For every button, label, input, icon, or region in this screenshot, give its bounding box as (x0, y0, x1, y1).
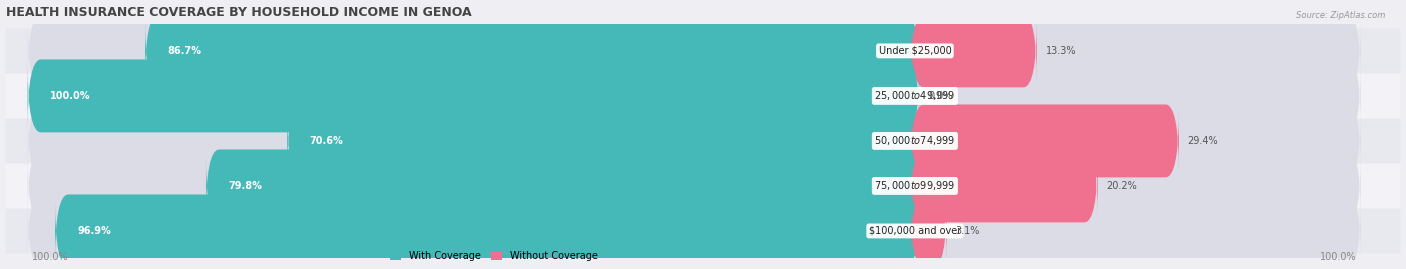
Text: 100.0%: 100.0% (32, 252, 69, 262)
FancyBboxPatch shape (911, 194, 946, 267)
FancyBboxPatch shape (28, 59, 920, 132)
FancyBboxPatch shape (55, 194, 920, 267)
FancyBboxPatch shape (145, 15, 920, 87)
FancyBboxPatch shape (911, 104, 1178, 177)
FancyBboxPatch shape (6, 29, 1400, 73)
Text: 0.0%: 0.0% (928, 91, 952, 101)
FancyBboxPatch shape (911, 15, 1036, 87)
Text: HEALTH INSURANCE COVERAGE BY HOUSEHOLD INCOME IN GENOA: HEALTH INSURANCE COVERAGE BY HOUSEHOLD I… (6, 6, 471, 19)
FancyBboxPatch shape (28, 194, 920, 267)
FancyBboxPatch shape (6, 208, 1400, 253)
Text: 3.1%: 3.1% (956, 226, 980, 236)
Text: 96.9%: 96.9% (77, 226, 111, 236)
FancyBboxPatch shape (205, 150, 920, 222)
FancyBboxPatch shape (28, 15, 920, 87)
Text: Source: ZipAtlas.com: Source: ZipAtlas.com (1295, 11, 1385, 20)
FancyBboxPatch shape (6, 73, 1400, 118)
Text: 79.8%: 79.8% (228, 181, 262, 191)
FancyBboxPatch shape (911, 150, 1098, 222)
Text: $75,000 to $99,999: $75,000 to $99,999 (875, 179, 956, 192)
Legend: With Coverage, Without Coverage: With Coverage, Without Coverage (385, 247, 602, 265)
FancyBboxPatch shape (6, 118, 1400, 164)
FancyBboxPatch shape (28, 59, 920, 132)
FancyBboxPatch shape (911, 194, 1361, 267)
Text: 86.7%: 86.7% (167, 46, 201, 56)
FancyBboxPatch shape (911, 15, 1361, 87)
Text: $25,000 to $49,999: $25,000 to $49,999 (875, 89, 956, 102)
FancyBboxPatch shape (6, 164, 1400, 208)
FancyBboxPatch shape (911, 104, 1361, 177)
Text: $50,000 to $74,999: $50,000 to $74,999 (875, 134, 956, 147)
Text: 13.3%: 13.3% (1046, 46, 1076, 56)
Text: Under $25,000: Under $25,000 (879, 46, 952, 56)
FancyBboxPatch shape (28, 150, 920, 222)
Text: 70.6%: 70.6% (309, 136, 343, 146)
FancyBboxPatch shape (287, 104, 920, 177)
FancyBboxPatch shape (28, 104, 920, 177)
FancyBboxPatch shape (911, 59, 1361, 132)
Text: 29.4%: 29.4% (1188, 136, 1219, 146)
Text: 100.0%: 100.0% (49, 91, 90, 101)
Text: 20.2%: 20.2% (1107, 181, 1137, 191)
Text: 100.0%: 100.0% (1320, 252, 1357, 262)
FancyBboxPatch shape (911, 150, 1361, 222)
Text: $100,000 and over: $100,000 and over (869, 226, 962, 236)
